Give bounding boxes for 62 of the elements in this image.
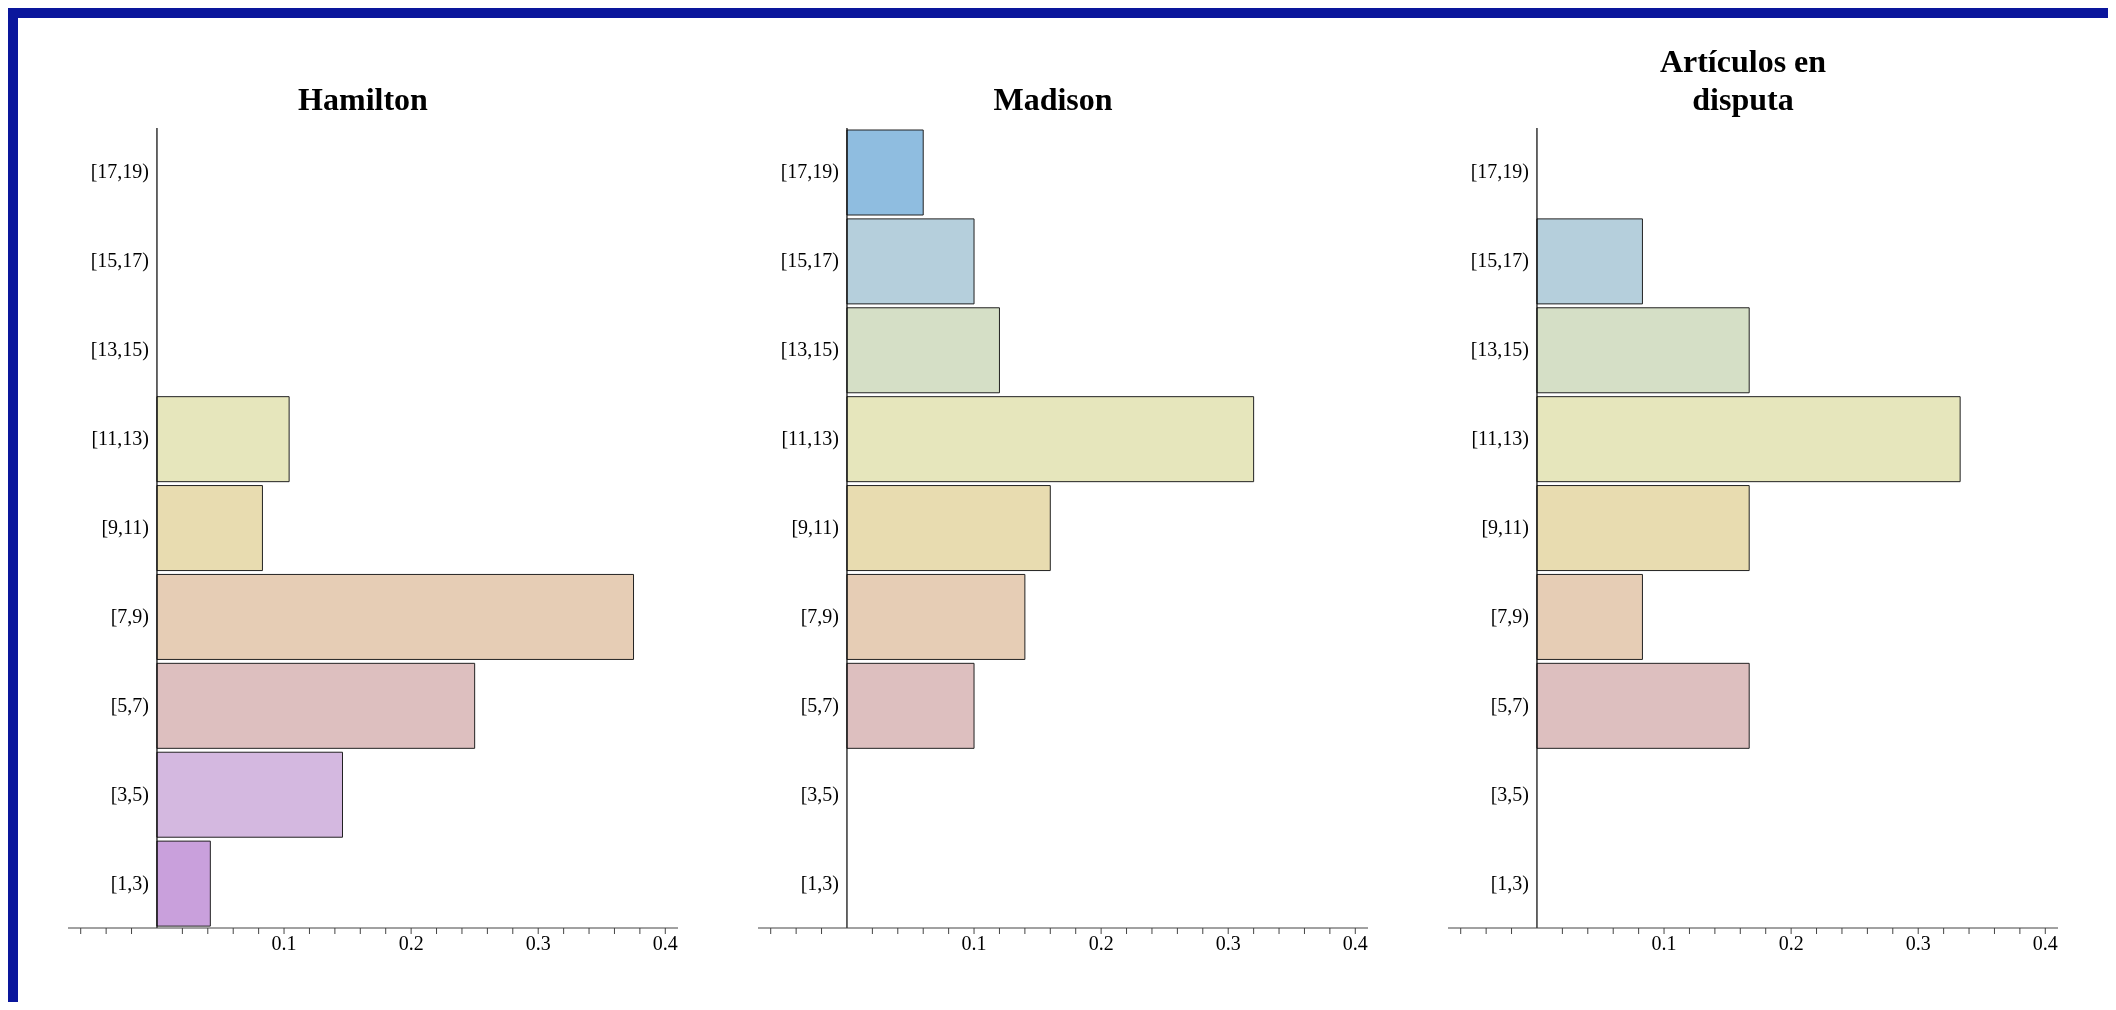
y-tick-label: [13,15): [780, 338, 839, 362]
bar: [156, 751, 343, 838]
bar: [846, 573, 1026, 660]
chart-title: Hamilton: [298, 80, 428, 118]
y-tick-label: [17,19): [780, 160, 839, 184]
bar: [1536, 573, 1643, 660]
y-tick-label: [5,7): [800, 693, 839, 717]
bar: [846, 218, 975, 305]
x-tick-label: 0.1: [1651, 932, 1677, 955]
y-tick-label: [1,3): [1490, 871, 1529, 895]
chart-title: Madison: [993, 80, 1113, 118]
x-tick-label: 0.3: [525, 932, 551, 955]
x-tick-label: 0.1: [271, 932, 297, 955]
y-tick-label: [15,17): [1470, 249, 1529, 273]
bar: [156, 396, 290, 483]
bar: [156, 485, 263, 572]
x-tick-label: 0.4: [1342, 932, 1368, 955]
bar: [846, 129, 924, 216]
x-tick-label: 0.4: [652, 932, 678, 955]
bar: [846, 662, 975, 749]
bar: [846, 307, 1000, 394]
y-tick-label: [5,7): [1490, 693, 1529, 717]
bar: [156, 840, 211, 927]
y-tick-label: [7,9): [800, 604, 839, 628]
y-tick-label: [11,13): [91, 427, 149, 451]
y-tick-label: [7,9): [1490, 604, 1529, 628]
x-tick-label: 0.2: [398, 932, 424, 955]
y-tick-label: [17,19): [90, 160, 149, 184]
bar: [1536, 218, 1643, 305]
y-tick-label: [11,13): [1471, 427, 1529, 451]
x-tick-label: 0.3: [1215, 932, 1241, 955]
y-tick-label: [15,17): [90, 249, 149, 273]
y-tick-label: [5,7): [110, 693, 149, 717]
y-tick-label: [15,17): [780, 249, 839, 273]
x-tick-label: 0.1: [961, 932, 987, 955]
y-tick-label: [9,11): [791, 516, 839, 539]
y-tick-label: [9,11): [1481, 516, 1529, 539]
bar: [1536, 307, 1750, 394]
y-tick-label: [1,3): [800, 871, 839, 895]
y-tick-label: [17,19): [1470, 160, 1529, 184]
bar: [156, 573, 635, 660]
bar: [156, 662, 476, 749]
y-tick-label: [11,13): [781, 427, 839, 451]
bar: [846, 485, 1051, 572]
x-tick-label: 0.3: [1905, 932, 1931, 955]
y-tick-label: [3,5): [110, 782, 149, 806]
bar: [1536, 662, 1750, 749]
y-tick-label: [13,15): [1470, 338, 1529, 362]
chart-title: Artículos en disputa: [1658, 42, 1828, 118]
bar: [1536, 396, 1961, 483]
x-tick-label: 0.2: [1088, 932, 1114, 955]
bar: [1536, 485, 1750, 572]
y-tick-label: [7,9): [110, 604, 149, 628]
y-tick-label: [3,5): [1490, 782, 1529, 806]
y-tick-label: [9,11): [101, 516, 149, 539]
bar: [846, 396, 1255, 483]
y-tick-label: [1,3): [110, 871, 149, 895]
page-frame: Hamilton 0.1 0.2 0.3 0.4 [17,19) [15,17) [13,15) [11,13) [9,11) [7,9) [5,7) [3,5) [1,3) Madison 0.1 0.2 0.3 0.4 [17,19) [15,17) [13,15) [11,13) [9,11) [7,9) [5,7) [3,5) [1,3) Artículos en disputa 0.1 0.2 0.3 0.4 [17,19) [15,17) [13,15) [11,13) [9,11) [7,9) [5,7) [3,5) [1,3): [8, 8, 2108, 1002]
x-tick-label: 0.4: [2032, 932, 2058, 955]
y-tick-label: [13,15): [90, 338, 149, 362]
y-tick-label: [3,5): [800, 782, 839, 806]
x-tick-label: 0.2: [1778, 932, 1804, 955]
